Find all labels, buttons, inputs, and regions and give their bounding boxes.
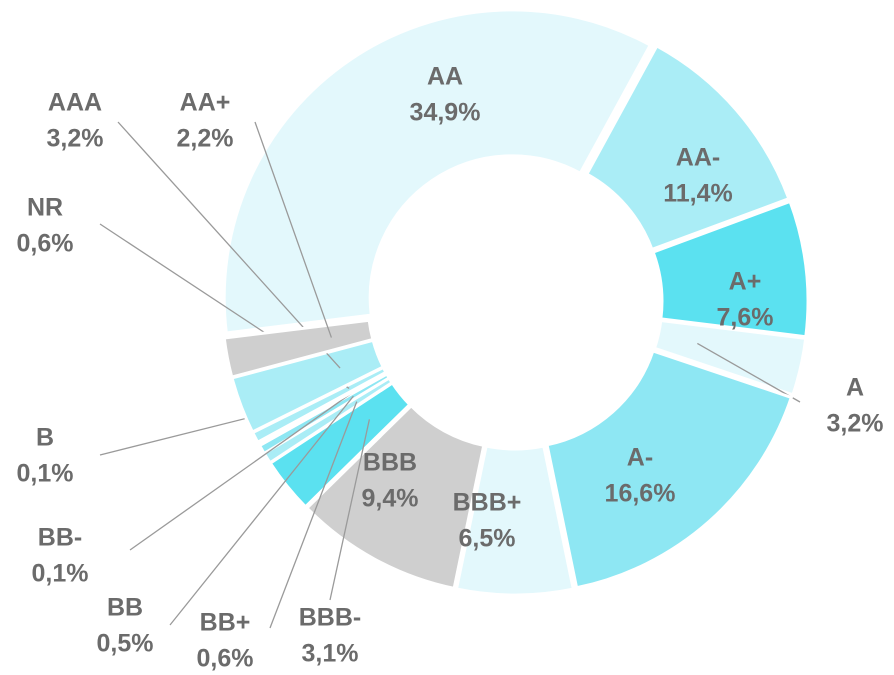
slice-label: AA [427,63,463,91]
slice-label: AA+ [180,89,231,117]
slice-label: A+ [729,268,762,296]
slice-value-label: 3,2% [47,125,104,153]
slice-label: BBB- [299,604,362,632]
slice-value-label: 0,5% [97,630,154,658]
slice-value-label: 2,2% [177,125,234,153]
leader-line [254,121,333,338]
leader-line [329,419,371,601]
slice [304,403,486,591]
slice-label: NR [27,194,63,222]
slice-value-label: 11,4% [663,180,733,208]
slice-value-label: 0,1% [32,560,89,588]
slice [651,199,810,339]
slice-label: BB- [38,524,82,552]
slice [584,43,791,252]
slice-value-label: 7,6% [717,304,774,332]
slice-value-label: 3,2% [827,410,884,438]
slice-value-label: 16,6% [605,480,676,508]
slice-value-label: 6,5% [459,525,516,553]
slice [454,444,576,597]
slice [652,318,808,397]
slice [222,318,375,379]
slice-label: BBB [363,449,417,477]
slice-value-label: 0,6% [197,645,254,673]
leader-line [129,392,353,551]
slice-label: BBB+ [453,489,522,517]
slice-label: A [846,374,864,402]
slice-value-label: 0,6% [17,230,74,258]
slice-label: AA- [676,144,720,172]
slice [222,8,653,335]
slice-value-label: 0,1% [17,460,74,488]
slice-label: BB+ [200,609,251,637]
leader-line [169,395,354,626]
slice-label: B [36,424,54,452]
slice-value-label: 9,4% [362,485,419,513]
slice-value-label: 34,9% [410,99,481,127]
slice-label: AAA [48,89,102,117]
slice-label: A- [627,444,653,472]
slice [545,349,794,590]
leader-line [269,401,358,629]
slice-label: BB [107,594,143,622]
slice-value-label: 3,1% [302,640,359,668]
leader-line [697,342,801,403]
